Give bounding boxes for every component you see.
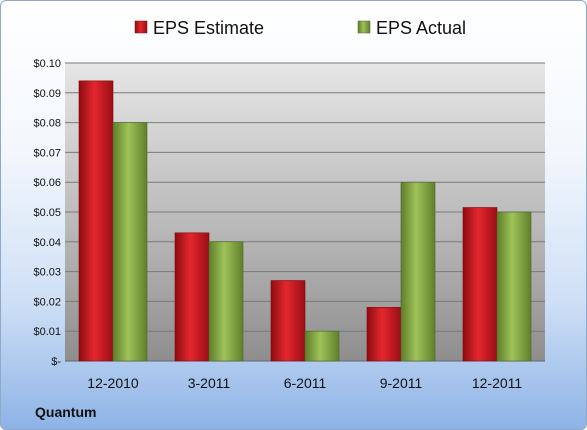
bars-group — [78, 80, 532, 362]
y-tick-label: $0.04 — [33, 237, 61, 249]
y-tick-label: $0.07 — [33, 147, 61, 159]
bar-estimate — [174, 232, 210, 362]
x-tick-label: 12-2010 — [87, 375, 139, 391]
bar-estimate — [78, 80, 114, 362]
legend-swatch-estimate — [134, 20, 148, 34]
legend-swatch-actual — [357, 20, 371, 34]
bar-estimate — [462, 207, 498, 362]
y-tick-label: $- — [51, 356, 61, 368]
y-tick-label: $0.10 — [33, 58, 61, 70]
y-tick-label: $0.02 — [33, 296, 61, 308]
y-tick-label: $0.03 — [33, 267, 61, 279]
company-label: Quantum — [35, 404, 96, 420]
x-axis-ticks: 12-2010 3-2011 6-2011 9-2011 12-2011 — [87, 375, 522, 391]
bar-estimate — [366, 307, 402, 362]
y-tick-label: $0.09 — [33, 88, 61, 100]
bar-actual — [400, 181, 436, 362]
x-tick-label: 3-2011 — [188, 375, 231, 391]
bar-actual — [208, 241, 244, 362]
bar-actual — [112, 122, 148, 362]
y-tick-label: $0.06 — [33, 177, 61, 189]
x-tick-label: 6-2011 — [284, 375, 327, 391]
bar-actual — [496, 211, 532, 362]
x-tick-label: 12-2011 — [472, 375, 523, 391]
legend: EPS Estimate EPS Actual — [134, 18, 466, 38]
y-tick-label: $0.05 — [33, 207, 61, 219]
y-tick-label: $0.01 — [33, 326, 61, 338]
legend-label-actual: EPS Actual — [376, 18, 466, 38]
bar-estimate — [270, 280, 306, 362]
x-tick-label: 9-2011 — [380, 375, 423, 391]
y-axis-ticks: $- $0.01 $0.02 $0.03 $0.04 $0.05 $0.06 $0.07 $0.… — [33, 58, 61, 368]
bar-actual — [304, 330, 340, 362]
legend-label-estimate: EPS Estimate — [153, 18, 264, 38]
y-tick-label: $0.08 — [33, 118, 61, 130]
